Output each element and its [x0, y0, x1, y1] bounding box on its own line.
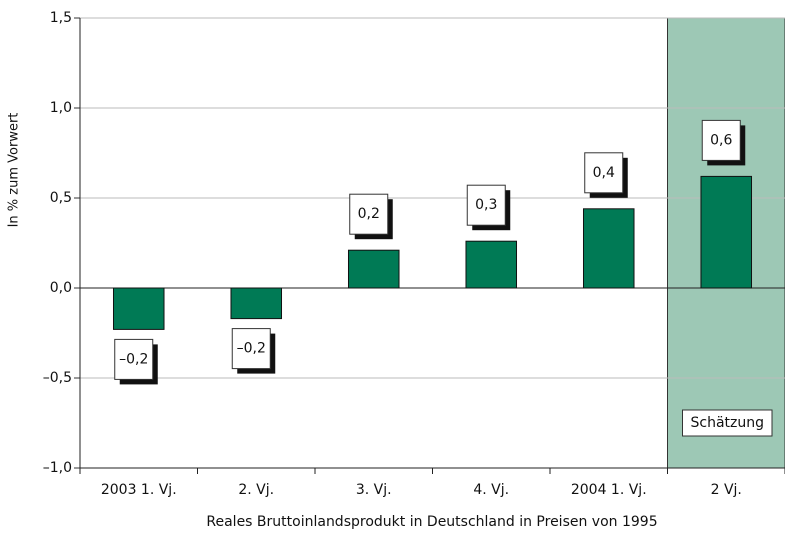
bar [112, 287, 165, 330]
y-tick-label: 0,5 [50, 190, 72, 206]
label-box [701, 119, 741, 161]
bar [700, 175, 753, 289]
y-tick-label: 1,0 [50, 100, 72, 116]
y-tick-label: –0,5 [43, 370, 72, 386]
x-tick-label: 2004 1. Vj. [571, 482, 647, 498]
x-tick-label: 4. Vj. [473, 482, 509, 498]
bar [347, 249, 400, 289]
annotation: Schätzung [690, 415, 764, 431]
value-label: 0,2 [358, 206, 380, 222]
value-label: 0,4 [593, 165, 615, 181]
value-label: 0,3 [475, 197, 497, 213]
bar [230, 287, 283, 320]
x-tick-label: 2003 1. Vj. [101, 482, 177, 498]
y-tick-label: 0,0 [50, 280, 72, 296]
value-label: –0,2 [237, 341, 266, 357]
x-tick-label: 2 Vj. [711, 482, 742, 498]
label-box [349, 193, 389, 235]
x-axis-title: Reales Bruttoinlandsprodukt in Deutschla… [206, 514, 657, 530]
label-box [466, 184, 506, 226]
bar [465, 240, 518, 289]
value-label: 0,6 [710, 132, 732, 148]
y-tick-label: 1,5 [50, 10, 72, 26]
bar [582, 208, 635, 289]
label-box [231, 328, 271, 370]
x-tick-label: 3. Vj. [356, 482, 392, 498]
annotation-box [682, 409, 773, 437]
y-tick-label: –1,0 [43, 460, 72, 476]
y-axis-title: In % zum Vorwert [7, 113, 22, 228]
label-box [584, 152, 624, 194]
value-label: –0,2 [119, 351, 148, 367]
label-box [114, 338, 154, 380]
x-tick-label: 2. Vj. [238, 482, 274, 498]
